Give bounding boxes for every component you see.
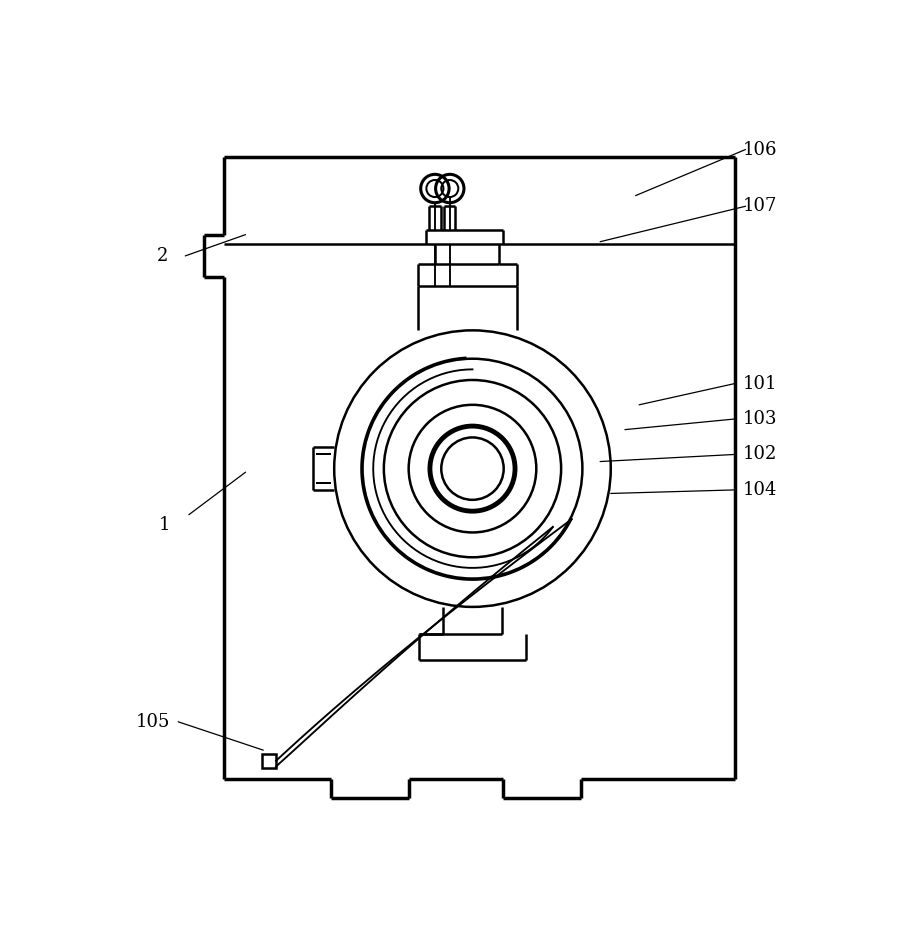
- Text: 1: 1: [158, 516, 170, 535]
- Text: 104: 104: [742, 481, 777, 499]
- Bar: [262, 754, 276, 768]
- Text: 103: 103: [742, 410, 777, 428]
- Text: 101: 101: [742, 375, 777, 393]
- Text: 107: 107: [742, 197, 777, 215]
- Text: 102: 102: [742, 445, 777, 464]
- Text: 105: 105: [136, 712, 170, 731]
- Text: 2: 2: [156, 247, 168, 265]
- Text: 106: 106: [742, 140, 777, 159]
